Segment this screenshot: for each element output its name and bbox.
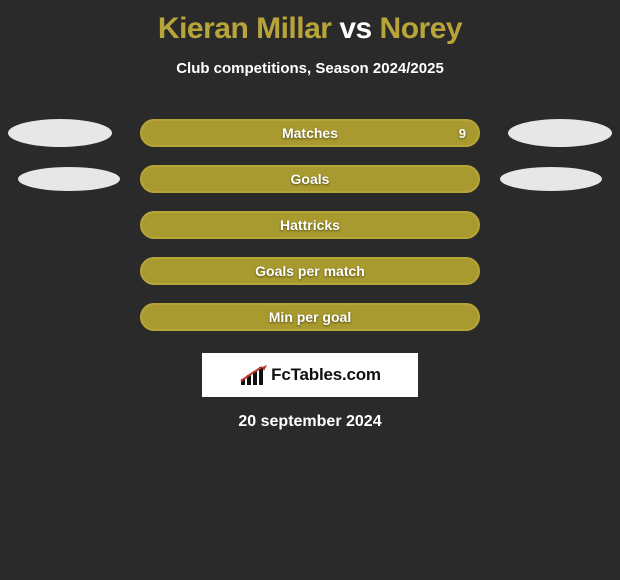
vs-text: vs [339, 12, 371, 45]
side-marker-left [18, 167, 120, 191]
stat-label: Hattricks [280, 217, 340, 233]
fctables-logo: FcTables.com [202, 353, 418, 397]
logo-chart-icon [239, 363, 267, 387]
stat-label: Goals [291, 171, 330, 187]
side-marker-left [8, 119, 112, 147]
player-a-name: Kieran Millar [158, 12, 332, 45]
stat-row-hattricks: Hattricks [0, 211, 620, 239]
stat-row-min-per-goal: Min per goal [0, 303, 620, 331]
stat-pill-goals-per-match: Goals per match [140, 257, 480, 285]
stat-row-goals: Goals [0, 165, 620, 193]
comparison-title: Kieran Millar vs Norey [0, 0, 620, 46]
side-marker-right [500, 167, 602, 191]
stat-label: Goals per match [255, 263, 365, 279]
stat-row-goals-per-match: Goals per match [0, 257, 620, 285]
stat-label: Matches [282, 125, 338, 141]
stat-pill-hattricks: Hattricks [140, 211, 480, 239]
date-text: 20 september 2024 [0, 413, 620, 431]
stat-pill-goals: Goals [140, 165, 480, 193]
stat-rows-container: Matches 9 Goals Hattricks Goals per match Min… [0, 119, 620, 331]
stat-value: 9 [459, 126, 466, 141]
stat-pill-min-per-goal: Min per goal [140, 303, 480, 331]
subtitle: Club competitions, Season 2024/2025 [0, 60, 620, 77]
stat-pill-matches: Matches 9 [140, 119, 480, 147]
player-b-name: Norey [380, 12, 463, 45]
logo-text: FcTables.com [271, 365, 381, 385]
side-marker-right [508, 119, 612, 147]
stat-row-matches: Matches 9 [0, 119, 620, 147]
stat-label: Min per goal [269, 309, 351, 325]
